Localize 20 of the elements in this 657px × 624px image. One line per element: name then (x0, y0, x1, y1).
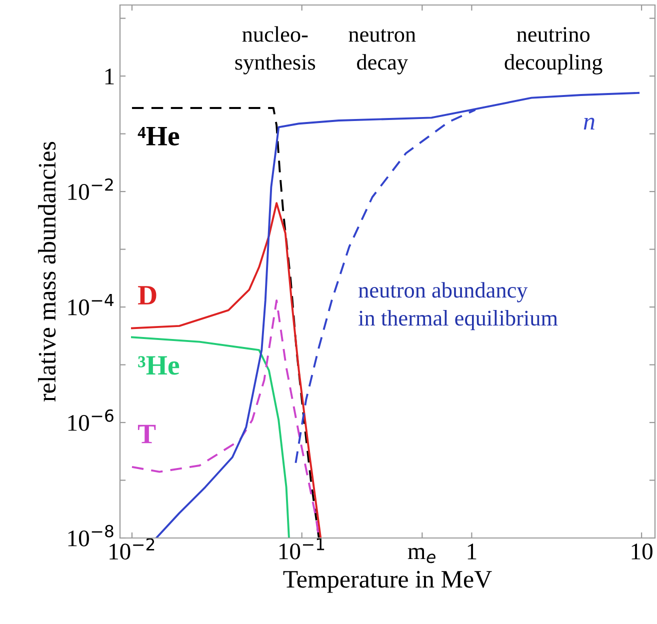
y-axis-title: relative mass abundancies (38, 142, 56, 402)
y-tick-label: 10$^{−4}$ (68, 294, 114, 316)
x-tick-label: m$_{e}$ (408, 548, 436, 564)
series-label: D (138, 286, 156, 304)
y-tick-label: 10$^{−2}$ (68, 178, 113, 200)
annotation: neutron decay (348, 29, 416, 74)
x-axis-title: Temperature in MeV (283, 570, 492, 593)
x-tick-label: 10 (632, 544, 652, 560)
series-label: ⁴He (138, 127, 180, 146)
annotation: nucleo- synthesis (235, 26, 316, 74)
x-tick-label: 10$^{−2}$ (110, 538, 154, 560)
x-tick-label: 10$^{−1}$ (279, 538, 324, 560)
y-tick-label: 10$^{−6}$ (68, 409, 114, 431)
series-label: ³He (138, 356, 180, 375)
x-tick-label: 1 (468, 544, 476, 560)
y-tick-label: 1 (105, 68, 114, 84)
series-label: T (138, 424, 156, 444)
annotation: neutrino decoupling (504, 26, 602, 74)
series-label: n (584, 118, 594, 130)
annotation: neutron abundancy in thermal equilibrium (358, 282, 558, 330)
